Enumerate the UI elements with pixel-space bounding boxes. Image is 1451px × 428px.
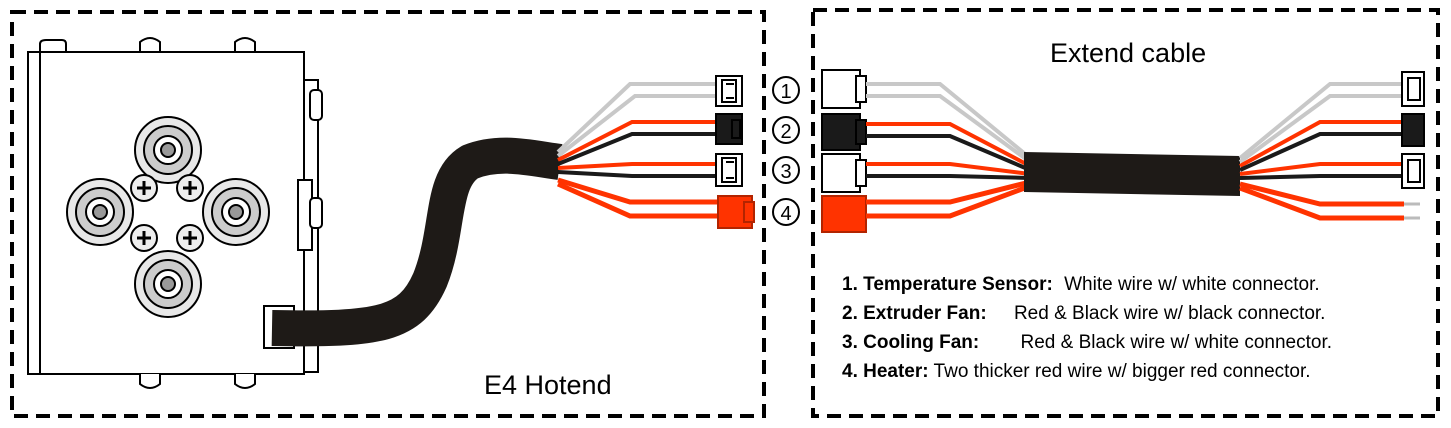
- legend-desc: Red & Black wire w/ white connector.: [1020, 332, 1333, 353]
- legend-item: 1. Temperature Sensor: White wire w/ whi…: [842, 270, 1442, 299]
- hotend-panel-title: E4 Hotend: [484, 370, 612, 400]
- wire-legend: 1. Temperature Sensor: White wire w/ whi…: [842, 270, 1442, 386]
- left-port: [66, 178, 134, 246]
- hotend-connectors: [715, 75, 755, 229]
- legend-item: 4. Heater: Two thicker red wire w/ bigge…: [842, 357, 1442, 386]
- legend-desc: White wire w/ white connector.: [1064, 274, 1320, 295]
- legend-desc: Two thicker red wire w/ bigger red conne…: [933, 361, 1311, 382]
- legend-label: 1. Temperature Sensor:: [842, 274, 1053, 295]
- ext-r-cooling-fan-connector-icon: [1401, 153, 1425, 189]
- screw-icon: [130, 224, 158, 252]
- extend-cable-sheath: [1024, 152, 1240, 196]
- ext-temp-sensor-connector-icon: [821, 69, 867, 109]
- legend-label: 2. Extruder Fan:: [842, 303, 987, 324]
- extend-cable-panel-frame: [811, 8, 1440, 418]
- legend-label: 3. Cooling Fan:: [842, 332, 980, 353]
- ext-r-temp-sensor-connector-icon: [1401, 71, 1425, 107]
- screw-icon: [176, 174, 204, 202]
- wire-markers: 1 2 3 4: [772, 76, 800, 226]
- extruder-fan-connector-icon: [715, 113, 743, 145]
- heater-connector-icon: [717, 195, 755, 229]
- bottom-port: [134, 250, 202, 318]
- ext-extruder-fan-connector-icon: [821, 113, 867, 151]
- screw-icon: [176, 224, 204, 252]
- svg-text:3: 3: [780, 161, 791, 183]
- extend-right-connectors: [1401, 71, 1425, 220]
- top-port: [134, 116, 202, 184]
- extend-right-wires: [1238, 82, 1404, 221]
- hotend-wires: [556, 82, 720, 219]
- legend-item: 3. Cooling Fan: Red & Black wire w/ whit…: [842, 328, 1442, 357]
- marker-3: 3: [772, 156, 800, 184]
- legend-desc: Red & Black wire w/ black connector.: [1013, 303, 1326, 324]
- svg-text:1: 1: [780, 81, 791, 103]
- extend-left-wires: [866, 82, 1032, 219]
- ext-r-extruder-fan-connector-icon: [1401, 113, 1425, 147]
- hotend-screws: [130, 174, 204, 252]
- legend-label: 4. Heater:: [842, 361, 929, 382]
- cooling-fan-connector-icon: [715, 153, 743, 187]
- extend-cable-panel-title: Extend cable: [1050, 38, 1206, 68]
- extend-left-connectors: [821, 69, 867, 233]
- svg-text:4: 4: [780, 203, 791, 225]
- svg-text:2: 2: [780, 121, 791, 143]
- marker-2: 2: [772, 116, 800, 144]
- ext-r-heater-wire-ends-icon: [1404, 202, 1420, 220]
- temp-sensor-connector-icon: [715, 75, 743, 107]
- marker-1: 1: [772, 76, 800, 104]
- ext-cooling-fan-connector-icon: [821, 153, 867, 193]
- legend-item: 2. Extruder Fan: Red & Black wire w/ bla…: [842, 299, 1442, 328]
- hotend-ports: [66, 116, 270, 318]
- hotend-panel-frame: [10, 10, 766, 418]
- ext-heater-connector-icon: [821, 195, 867, 233]
- right-port: [202, 178, 270, 246]
- marker-4: 4: [772, 198, 800, 226]
- screw-icon: [130, 174, 158, 202]
- hotend-cable-sheath: [271, 137, 563, 347]
